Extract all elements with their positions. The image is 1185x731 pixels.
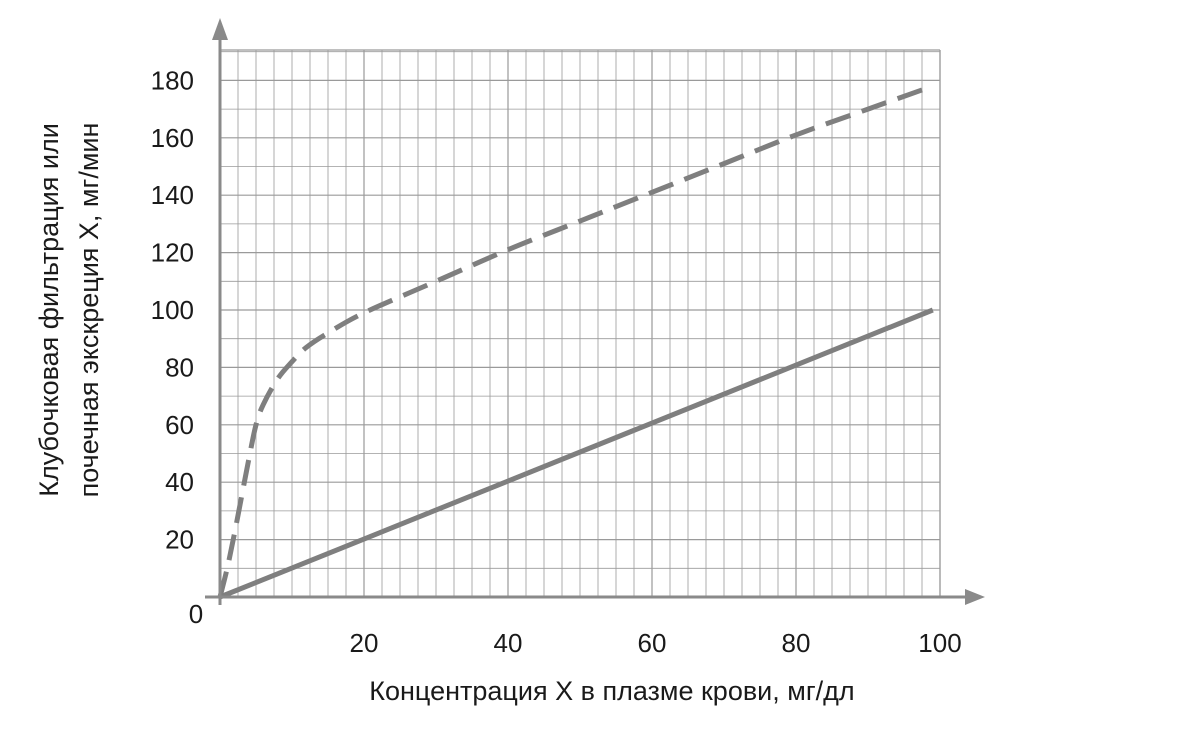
origin-label: 0	[189, 599, 203, 629]
series-line-solid	[219, 307, 934, 600]
y-axis-title-line-1: Клубочковая фильтрация или	[34, 123, 64, 497]
y-tick-label: 100	[151, 295, 194, 325]
y-axis-title-line-2: почечная экскреция X, мг/мин	[74, 123, 104, 498]
y-tick-label: 80	[165, 352, 194, 382]
y-tick-label: 40	[165, 467, 194, 497]
y-tick-label: 180	[151, 65, 194, 95]
y-tick-label: 140	[151, 180, 194, 210]
series-layer	[217, 83, 934, 600]
x-tick-label: 20	[350, 628, 379, 658]
x-axis-arrow-icon	[965, 589, 985, 605]
y-tick-label: 120	[151, 238, 194, 268]
y-tick-label: 60	[165, 410, 194, 440]
grid	[219, 49, 941, 598]
y-tick-labels: 20 40 60 80 100 120 140 160 180	[151, 65, 194, 554]
x-tick-label: 100	[918, 628, 961, 658]
x-tick-labels: 20 40 60 80 100	[350, 628, 962, 658]
x-tick-label: 40	[494, 628, 523, 658]
axes	[205, 18, 985, 605]
y-tick-label: 160	[151, 123, 194, 153]
y-axis-arrow-icon	[212, 18, 228, 40]
x-axis-title: Концентрация X в плазме крови, мг/дл	[369, 676, 854, 706]
x-tick-label: 60	[638, 628, 667, 658]
x-tick-label: 80	[782, 628, 811, 658]
y-tick-label: 20	[165, 525, 194, 555]
series-line-dashed	[217, 83, 934, 598]
